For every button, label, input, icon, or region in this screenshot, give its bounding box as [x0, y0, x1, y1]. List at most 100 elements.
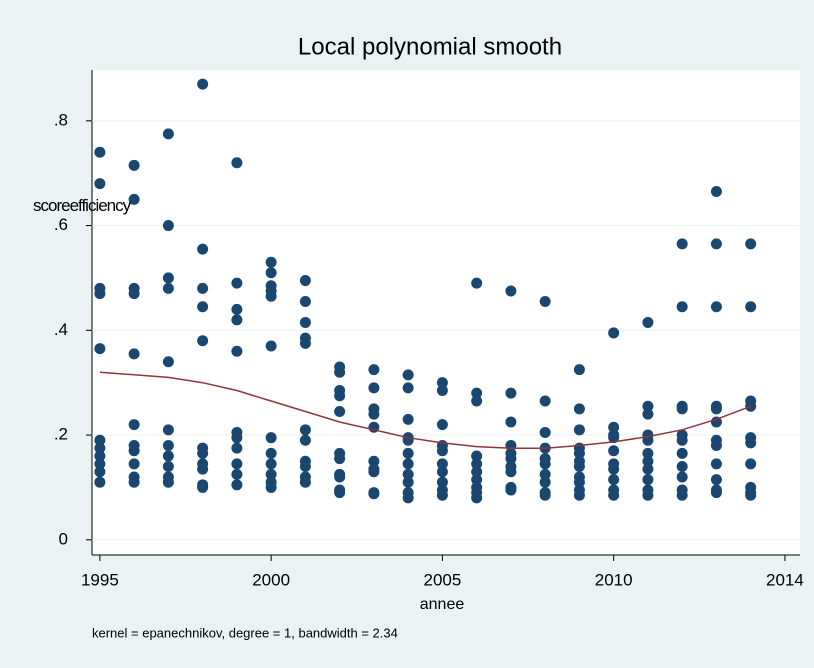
point — [368, 466, 380, 478]
point — [162, 220, 174, 232]
point — [471, 458, 483, 470]
chart-title: Local polynomial smooth — [298, 33, 562, 60]
point — [642, 447, 654, 459]
point — [402, 476, 414, 488]
point — [676, 489, 688, 501]
point — [676, 434, 688, 446]
point — [608, 463, 620, 475]
point — [745, 458, 757, 470]
point — [573, 364, 585, 376]
y-tick-label: .8 — [54, 110, 68, 129]
point — [745, 238, 757, 250]
point — [505, 387, 517, 399]
point — [128, 193, 140, 205]
point — [197, 282, 209, 294]
point — [231, 479, 243, 491]
point — [197, 301, 209, 313]
point — [197, 335, 209, 347]
point — [710, 186, 722, 198]
point — [231, 303, 243, 315]
point — [745, 437, 757, 449]
point — [471, 277, 483, 289]
point — [128, 288, 140, 300]
point — [710, 458, 722, 470]
point — [162, 356, 174, 368]
point — [265, 432, 277, 444]
point — [162, 424, 174, 436]
point — [436, 385, 448, 397]
point — [436, 489, 448, 501]
point — [436, 419, 448, 431]
point — [676, 447, 688, 459]
y-tick-label: .6 — [54, 215, 68, 234]
point — [471, 466, 483, 478]
point — [299, 296, 311, 308]
smooth-line — [99, 371, 751, 449]
y-axis-label: scoreefficiency — [33, 196, 131, 215]
point — [471, 395, 483, 407]
point — [162, 476, 174, 488]
point — [573, 424, 585, 436]
point — [162, 450, 174, 462]
point — [128, 458, 140, 470]
point — [334, 453, 346, 465]
point — [676, 238, 688, 250]
point — [94, 434, 106, 446]
note: kernel = epanechnikov, degree = 1, bandw… — [92, 625, 398, 640]
point — [608, 432, 620, 444]
x-tick-label: 1995 — [81, 570, 119, 589]
point — [573, 403, 585, 415]
point — [573, 447, 585, 459]
point — [231, 468, 243, 480]
point — [368, 382, 380, 394]
point — [676, 460, 688, 472]
point — [128, 419, 140, 431]
point — [265, 447, 277, 459]
point — [539, 296, 551, 308]
x-tick-label: 2010 — [595, 570, 633, 589]
x-axis-label: annee — [420, 596, 465, 613]
point — [299, 460, 311, 472]
point — [402, 369, 414, 381]
point — [94, 476, 106, 488]
point — [231, 432, 243, 444]
point — [265, 256, 277, 268]
point — [94, 343, 106, 355]
point — [265, 340, 277, 352]
point — [94, 146, 106, 158]
point — [642, 400, 654, 412]
point — [471, 450, 483, 462]
point — [676, 471, 688, 483]
point — [334, 471, 346, 483]
point — [642, 408, 654, 420]
point — [197, 463, 209, 475]
point — [642, 455, 654, 467]
point — [162, 272, 174, 284]
point — [710, 487, 722, 499]
point — [745, 489, 757, 501]
point — [642, 489, 654, 501]
point — [676, 301, 688, 313]
point — [299, 476, 311, 488]
point — [231, 277, 243, 289]
point — [539, 426, 551, 438]
point — [436, 445, 448, 457]
point — [710, 238, 722, 250]
point — [162, 460, 174, 472]
point — [573, 460, 585, 472]
point — [505, 453, 517, 465]
point — [334, 390, 346, 402]
point — [94, 442, 106, 454]
point — [676, 403, 688, 415]
point — [299, 434, 311, 446]
point — [94, 288, 106, 300]
point — [94, 466, 106, 478]
point — [608, 327, 620, 339]
point — [334, 405, 346, 417]
point — [471, 474, 483, 486]
point — [94, 178, 106, 190]
point — [608, 445, 620, 457]
point — [265, 458, 277, 470]
